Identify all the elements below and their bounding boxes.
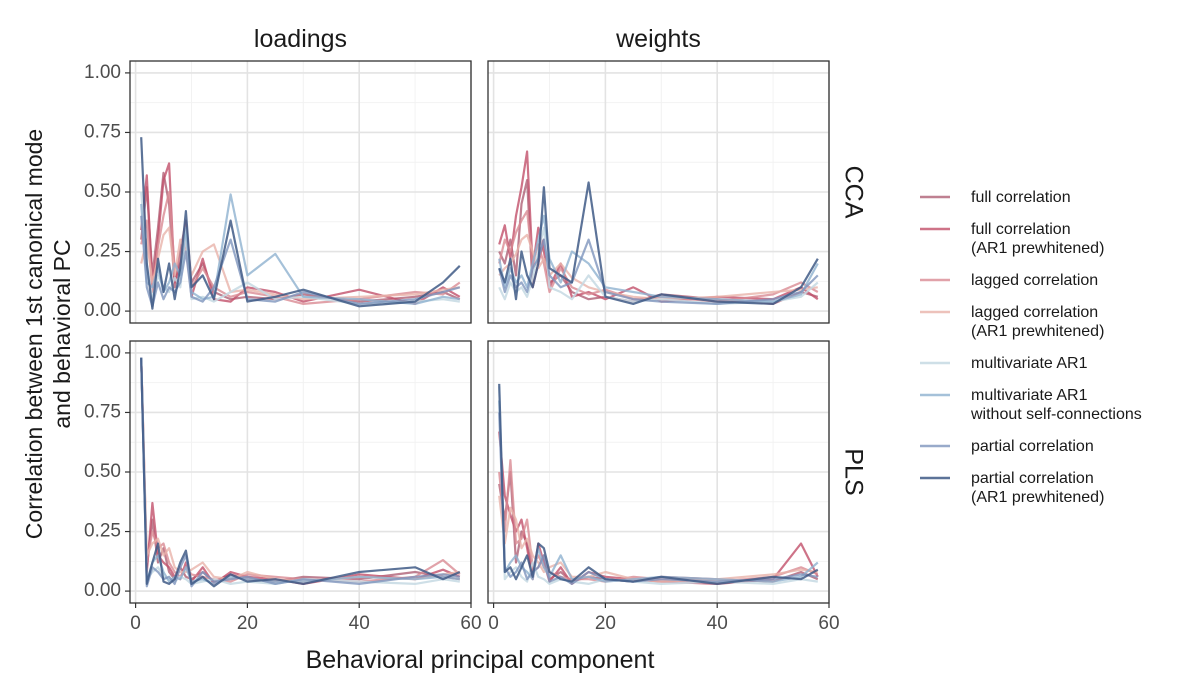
x-tick-label: 40 (707, 613, 728, 634)
legend-label: multivariate AR1 (971, 355, 1088, 372)
y-axis-title-line: Correlation between 1st canonical mode (21, 129, 47, 539)
series-line (140, 226, 460, 301)
x-tick-label: 20 (237, 613, 258, 634)
legend-label: partial correlation (AR1 prewhitened) (971, 470, 1104, 506)
legend-label-line: full correlation (971, 221, 1071, 238)
panel-border (487, 60, 830, 324)
legend-item: partial correlation (AR1 prewhitened) (920, 470, 1104, 506)
panel-cca-weights (487, 60, 830, 324)
series-line (498, 386, 818, 586)
series-line (140, 215, 461, 308)
legend-label-line: partial correlation (971, 470, 1094, 487)
legend-label-line: partial correlation (971, 438, 1094, 455)
x-tick-label: 60 (818, 613, 839, 634)
legend-label: full correlation (971, 189, 1071, 206)
legend-label: lagged correlation (AR1 prewhitened) (971, 304, 1104, 340)
row-strip-pls: PLS (839, 448, 867, 495)
y-tick-label: 0.25 (84, 241, 121, 262)
series-line (140, 357, 461, 586)
legend-item: full correlation (920, 189, 1071, 206)
legend-label: multivariate AR1 without self-connections (970, 387, 1142, 423)
legend-label-line: multivariate AR1 (971, 355, 1088, 372)
y-tick-label: 0.75 (84, 401, 121, 422)
legend-label-line: (AR1 prewhitened) (971, 240, 1104, 257)
x-tick-label: 40 (349, 613, 370, 634)
series-line (498, 383, 819, 586)
series-line (140, 357, 461, 588)
series-line (140, 193, 460, 305)
legend-item: full correlation (AR1 prewhitened) (920, 221, 1104, 257)
legend-label-line: (AR1 prewhitened) (971, 489, 1104, 506)
x-tick-label: 0 (488, 613, 499, 634)
y-tick-label: 0.25 (84, 521, 121, 542)
legend-label-line: without self-connections (970, 406, 1142, 423)
series-line (140, 357, 461, 583)
panel-border (487, 340, 830, 604)
y-axis-title: Correlation between 1st canonical modean… (21, 129, 75, 539)
y-axis-title-line: and behavioral PC (49, 239, 75, 428)
legend-item: lagged correlation (AR1 prewhitened) (920, 304, 1104, 340)
legend-label-line: lagged correlation (971, 272, 1098, 289)
y-tick-label: 0.50 (84, 461, 121, 482)
y-tick-label: 1.00 (84, 342, 121, 363)
x-tick-label: 0 (130, 613, 141, 634)
legend: full correlation full correlation (AR1 pre… (920, 189, 1142, 506)
y-tick-label: 0.00 (84, 580, 121, 601)
x-axis-title: Behavioral principal component (306, 646, 655, 674)
series-line (140, 357, 460, 583)
panel-pls-weights: 0 20 40 60 (487, 340, 840, 634)
series-line (140, 357, 460, 586)
x-tick-label: 20 (595, 613, 616, 634)
y-tick-label: 0.75 (84, 121, 121, 142)
legend-label-line: lagged correlation (971, 304, 1098, 321)
series-line (498, 181, 819, 305)
column-strip-loadings: loadings (254, 25, 347, 53)
y-tick-label: 0.50 (84, 181, 121, 202)
series-line (498, 412, 818, 586)
legend-label: full correlation (AR1 prewhitened) (971, 221, 1104, 257)
legend-label-line: multivariate AR1 (971, 387, 1088, 404)
legend-label: lagged correlation (971, 272, 1098, 289)
legend-item: lagged correlation (920, 272, 1098, 289)
series-line (140, 137, 461, 310)
row-strip-cca: CCA (839, 166, 867, 219)
series-line (140, 190, 461, 305)
column-strip-weights: weights (615, 25, 701, 53)
y-tick-label: 0.00 (84, 300, 121, 321)
legend-item: multivariate AR1 without self-connections (920, 387, 1142, 423)
panel-cca-loadings: 0.00 0.25 0.50 0.75 1.00 (84, 60, 472, 324)
series-line (498, 400, 819, 583)
legend-label-line: full correlation (971, 189, 1071, 206)
legend-item: multivariate AR1 (920, 355, 1088, 372)
legend-item: partial correlation (920, 438, 1094, 455)
legend-label-line: (AR1 prewhitened) (971, 323, 1104, 340)
y-tick-label: 1.00 (84, 62, 121, 83)
series-line (140, 357, 460, 586)
panel-pls-loadings: 0.00 0.25 0.50 0.75 1.00 0 20 40 60 (84, 340, 482, 634)
legend-label: partial correlation (971, 438, 1094, 455)
series-line (140, 357, 460, 583)
x-tick-label: 60 (460, 613, 481, 634)
